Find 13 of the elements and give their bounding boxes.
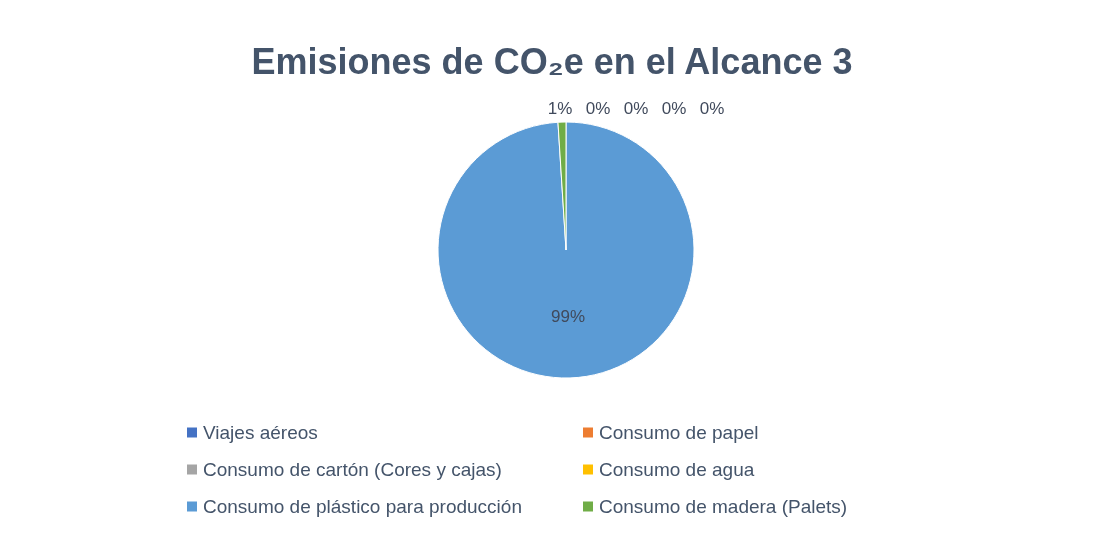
legend-label: Consumo de papel xyxy=(599,422,759,443)
data-label: 1% xyxy=(547,98,573,118)
data-label: 99% xyxy=(551,307,586,327)
legend-label: Consumo de madera (Palets) xyxy=(599,496,848,517)
legend-label: Consumo de plástico para producción xyxy=(203,496,522,517)
legend-label: Viajes aéreos xyxy=(203,422,318,443)
legend-label: Consumo de cartón (Cores y cajas) xyxy=(203,459,502,480)
text: 0% xyxy=(699,98,725,118)
text: 0% xyxy=(661,98,687,118)
chart-title: Emisiones de CO₂e en el Alcance 3 xyxy=(251,40,853,82)
text: 0% xyxy=(585,98,611,118)
text: 0% xyxy=(623,98,649,118)
legend-label: Consumo de agua xyxy=(599,459,755,480)
